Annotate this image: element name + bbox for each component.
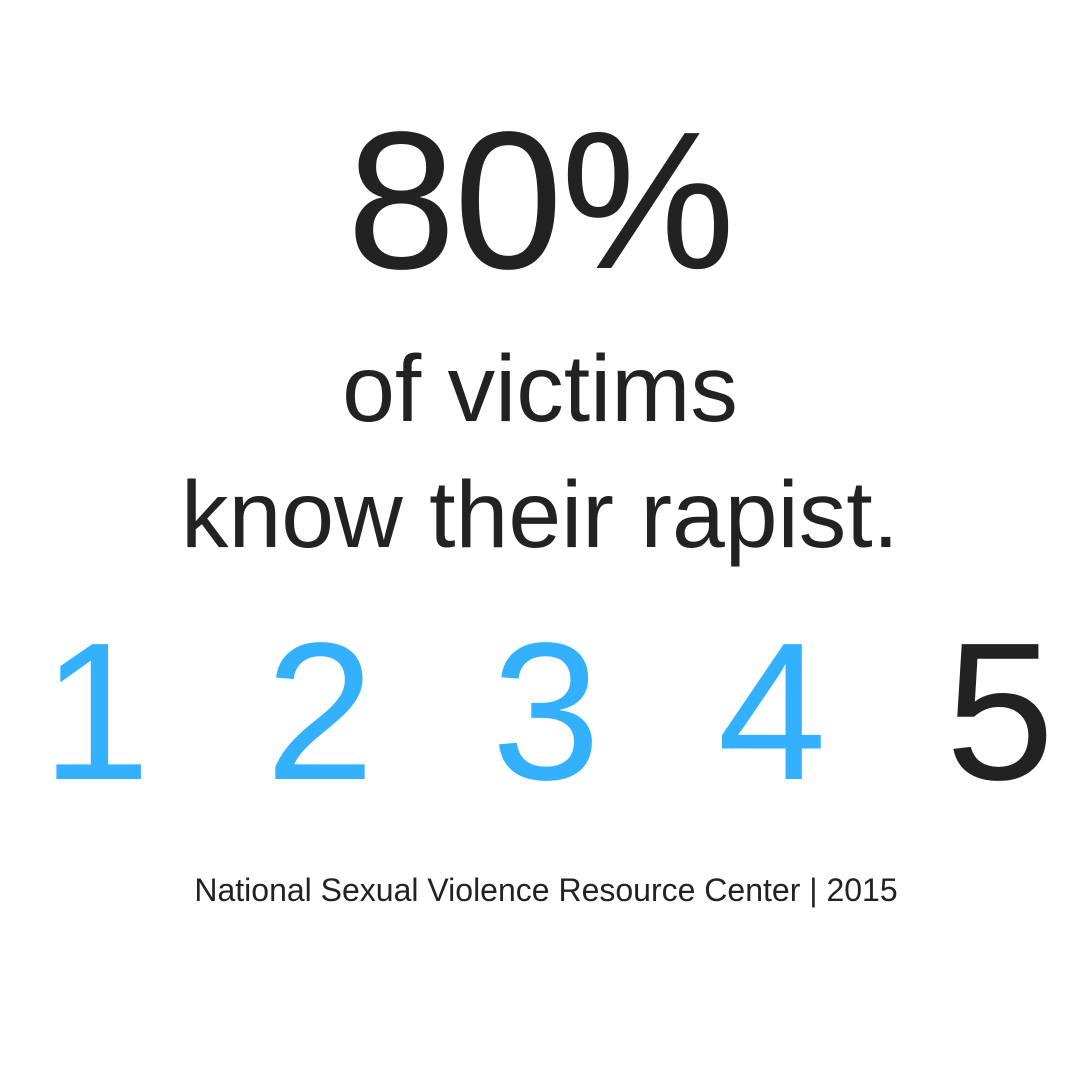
digit-4: 4 [717,602,827,821]
stat-value: 80% [346,91,735,310]
digit-2: 2 [265,602,375,821]
digit-3: 3 [491,602,601,821]
headline-line-1: of victims [342,336,738,442]
headline-line-2: know their rapist. [180,462,900,568]
source-credit: National Sexual Violence Resource Center… [194,872,898,908]
digit-1: 1 [41,602,151,821]
digit-scale: 1 2 3 4 5 [0,612,1080,812]
digit-5: 5 [945,602,1055,821]
